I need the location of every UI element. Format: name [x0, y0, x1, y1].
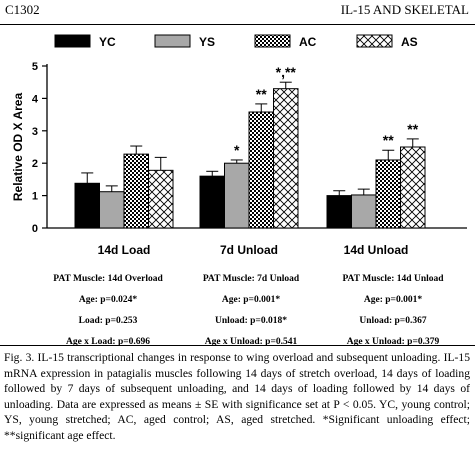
bar-yc	[199, 175, 225, 229]
legend-swatch-yc	[54, 34, 91, 48]
legend-swatch-as	[356, 34, 393, 48]
bar-ac	[375, 159, 401, 229]
y-axis-title: Relative OD X Area	[11, 93, 25, 202]
legend-label-as: AS	[401, 35, 418, 49]
x-category-label: 14d Load	[98, 243, 151, 257]
stats-age: Age: p=0.001*	[363, 295, 423, 305]
stats-block-7d-unload: PAT Muscle: 7d Unload Age: p=0.001* Unlo…	[176, 269, 326, 353]
stats-age: Age: p=0.024*	[78, 295, 138, 305]
y-tick-label: 1	[32, 191, 38, 203]
significance-marker: **	[407, 121, 418, 137]
stats-block-14d-unload: PAT Muscle: 14d Unload Age: p=0.001* Unl…	[318, 269, 468, 353]
y-tick-label: 3	[32, 126, 38, 138]
legend-swatch-ac	[254, 34, 291, 48]
bar-ac	[248, 111, 274, 229]
legend-swatch-ys	[154, 34, 191, 48]
bar-chart: YC YS AC AS 0 1 2 3 4 5 Relative OD X Area 14d Lo…	[11, 34, 467, 257]
legend: YC YS AC AS	[54, 34, 418, 49]
bar-ys	[224, 162, 250, 229]
bars: 14d Load****,**7d Unload****14d Unload	[74, 64, 426, 257]
significance-marker: **	[256, 86, 267, 102]
stats-effect: Unload: p=0.018*	[215, 316, 287, 326]
stats-title: PAT Muscle: 14d Overload	[53, 274, 163, 284]
stats-block-14d-load: PAT Muscle: 14d Overload Age: p=0.024* L…	[28, 269, 188, 353]
significance-marker: **	[383, 132, 394, 148]
stats-interaction: Age x Unload: p=0.379	[346, 337, 440, 347]
header-rule	[0, 24, 475, 25]
stats-title: PAT Muscle: 7d Unload	[202, 274, 300, 284]
bar-yc	[74, 182, 100, 229]
bar-ac	[123, 153, 149, 229]
legend-label-ys: YS	[199, 35, 215, 49]
significance-marker: *,**	[276, 64, 297, 80]
stats-title: PAT Muscle: 14d Unload	[342, 274, 444, 284]
significance-marker: *	[234, 142, 240, 158]
y-tick-label: 5	[32, 61, 38, 73]
caption-rule	[0, 345, 475, 346]
running-head-left: C1302	[5, 2, 40, 17]
figure-caption: Fig. 3. IL-15 transcriptional changes in…	[4, 351, 470, 442]
stats-interaction: Age x Load: p=0.696	[65, 337, 151, 347]
bar-as	[273, 88, 299, 229]
stats-effect: Load: p=0.253	[78, 316, 138, 326]
bar-yc	[326, 195, 352, 229]
stats-effect: Unload: p=0.367	[359, 316, 427, 326]
legend-label-yc: YC	[99, 35, 116, 49]
stats-age: Age: p=0.001*	[221, 295, 281, 305]
y-tick-label: 2	[32, 158, 38, 170]
bar-as	[400, 146, 426, 229]
y-tick-label: 0	[32, 223, 38, 235]
bar-ys	[351, 194, 377, 229]
bar-as	[148, 169, 174, 229]
bar-ys	[99, 191, 125, 229]
x-category-label: 14d Unload	[344, 243, 409, 257]
x-category-label: 7d Unload	[220, 243, 278, 257]
legend-label-ac: AC	[299, 35, 317, 49]
stats-interaction: Age x Unload: p=0.541	[204, 337, 298, 347]
running-head-right: IL-15 AND SKELETAL	[340, 2, 469, 17]
y-tick-label: 4	[32, 93, 39, 105]
